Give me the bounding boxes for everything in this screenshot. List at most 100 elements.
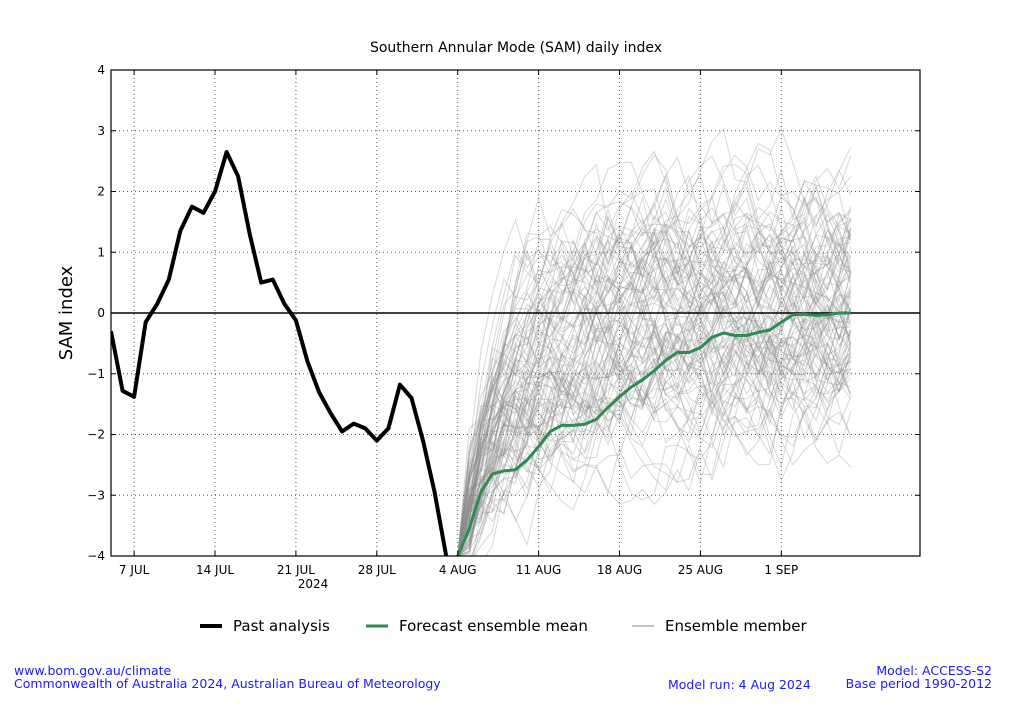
ensemble-member-line <box>457 305 851 556</box>
ensemble-member-line <box>457 253 852 556</box>
ensemble-member-line <box>457 223 852 556</box>
x-tick-label: 25 AUG <box>678 563 723 577</box>
ensemble-member-line <box>457 308 852 556</box>
ensemble-member-line <box>457 307 852 556</box>
ensemble-member-line <box>457 173 852 556</box>
ensemble-member-line <box>457 238 852 556</box>
ensemble-member-line <box>457 293 852 556</box>
ensemble-member-line <box>457 197 852 556</box>
x-tick-label: 28 JUL <box>358 563 396 577</box>
ensemble-member-line <box>457 191 852 556</box>
ensemble-member-line <box>457 156 852 556</box>
ensemble-member-line <box>457 142 852 556</box>
y-tick-label: 3 <box>97 124 105 138</box>
ensemble-member-line <box>457 248 852 556</box>
ensemble-member-line <box>457 201 852 556</box>
ensemble-member-line <box>457 331 852 556</box>
ensemble-mean-line <box>456 311 851 556</box>
y-tick-label: −3 <box>87 488 105 502</box>
ensemble-member-line <box>457 278 851 556</box>
y-tick-label: −4 <box>87 549 105 563</box>
footer-copyright: Commonwealth of Australia 2024, Australi… <box>14 676 441 691</box>
ensemble-member-line <box>457 259 852 556</box>
ensemble-member-line <box>457 228 852 556</box>
ensemble-member-line <box>457 155 852 556</box>
past-analysis <box>111 150 449 556</box>
ensemble-member-line <box>457 265 852 556</box>
ensemble-member-line <box>457 334 852 556</box>
chart-title: Southern Annular Mode (SAM) daily index <box>370 40 662 56</box>
ensemble-member-line <box>457 154 852 556</box>
y-tick-label: −1 <box>87 367 105 381</box>
ensemble-member-line <box>457 290 852 556</box>
ensemble-member-line <box>457 239 852 556</box>
ensemble-member-line <box>457 329 852 556</box>
ensemble-member-line <box>457 210 852 556</box>
ensemble-member-line <box>457 184 852 556</box>
ensemble-member-line <box>457 295 852 556</box>
ensemble-member-line <box>457 253 852 556</box>
ensemble-member-line <box>457 164 852 556</box>
ensemble-member-line <box>457 356 852 556</box>
ensemble-member-line <box>457 176 852 556</box>
y-tick-label: 1 <box>97 245 105 259</box>
ensemble-member-line <box>457 225 852 556</box>
ensemble-member-line <box>457 293 852 556</box>
ensemble-member-line <box>457 331 852 556</box>
ensemble-member-line <box>457 220 851 556</box>
ensemble-member-line <box>457 289 852 556</box>
ensemble-member-line <box>457 226 852 556</box>
ensemble-member-line <box>457 161 852 556</box>
x-tick-label: 7 JUL <box>119 563 150 577</box>
x-tick-label: 14 JUL <box>196 563 234 577</box>
ensemble-member-line <box>457 213 852 556</box>
ensemble-member-line <box>457 256 852 556</box>
y-tick-label: −2 <box>87 428 105 442</box>
y-axis-label: SAM index <box>56 265 77 360</box>
x-year-label: 2024 <box>298 577 329 591</box>
footer-right: Model: ACCESS-S2 Base period 1990-2012 <box>846 664 992 690</box>
ensemble-member-line <box>457 214 852 556</box>
ensemble-member-line <box>457 127 852 556</box>
ensemble-member-line <box>457 150 851 556</box>
ensemble-member-line <box>457 196 852 556</box>
y-axis: −4 −3 −2 −1 0 1 2 3 4 <box>87 63 920 563</box>
y-tick-label: 0 <box>97 306 105 320</box>
footer-base-period: Base period 1990-2012 <box>845 676 992 691</box>
ensemble-member-line <box>457 155 852 556</box>
y-tick-label: 4 <box>97 63 105 77</box>
ensemble-member-line <box>457 232 851 556</box>
ensemble-member-line <box>457 284 852 556</box>
ensemble-member-line <box>457 235 851 556</box>
ensemble-member-line <box>457 213 852 556</box>
ensemble-member-line <box>457 236 851 556</box>
x-axis: 7 JUL 14 JUL 21 JUL 28 JUL 4 AUG 11 AUG 18 AUG… <box>119 70 798 577</box>
y-tick-label: 2 <box>97 185 105 199</box>
ensemble-member-line <box>457 257 851 556</box>
ensemble-member-line <box>457 195 851 556</box>
legend-label-past: Past analysis <box>233 617 330 635</box>
ensemble-member-line <box>457 231 852 556</box>
legend: Past analysis Forecast ensemble mean Ens… <box>200 617 808 635</box>
ensemble-member-line <box>457 215 852 556</box>
footer-left: www.bom.gov.au/climate Commonwealth of A… <box>14 664 441 690</box>
ensemble-member-line <box>457 321 852 556</box>
footer-url[interactable]: www.bom.gov.au/climate <box>14 663 172 678</box>
ensemble-member-line <box>457 312 852 556</box>
ensemble-member-line <box>457 369 852 556</box>
ensemble-member-line <box>457 173 851 556</box>
ensemble-member-line <box>457 341 852 556</box>
ensemble-member-line <box>457 223 852 556</box>
x-tick-label: 1 SEP <box>764 563 798 577</box>
ensemble-member-line <box>457 186 852 556</box>
ensemble-member-line <box>457 312 852 556</box>
footer-model: Model: ACCESS-S2 <box>876 663 992 678</box>
ensemble-member-line <box>457 349 852 556</box>
x-tick-label: 18 AUG <box>597 563 642 577</box>
ensemble-member-line <box>457 283 852 556</box>
ensemble-member-line <box>457 310 852 556</box>
ensemble-member-line <box>457 127 852 556</box>
forecast-ensemble-mean <box>456 311 851 556</box>
ensemble-member-line <box>457 271 852 556</box>
